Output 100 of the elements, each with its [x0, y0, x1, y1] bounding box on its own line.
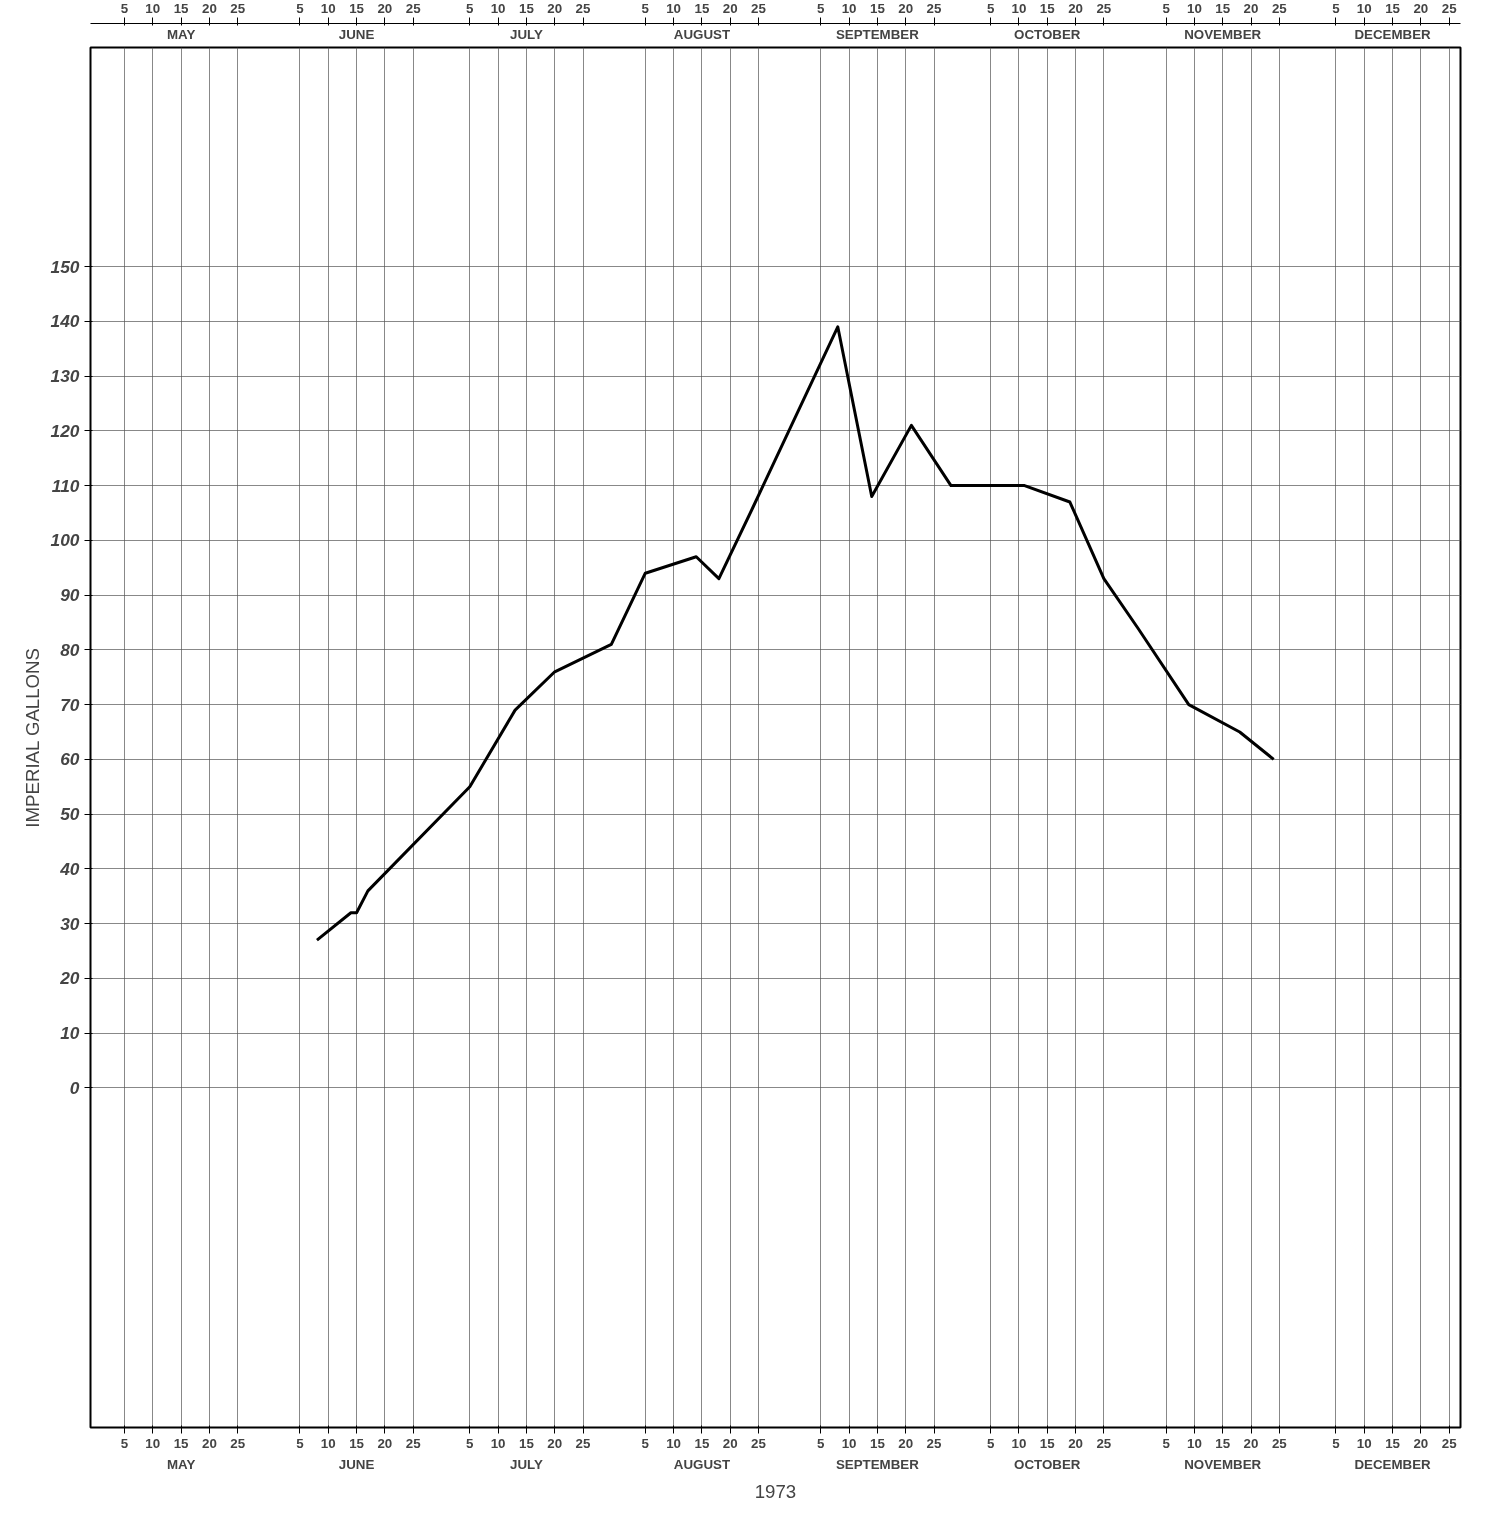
x-tick-label: 25: [1441, 1435, 1458, 1451]
y-tick-label: 120: [50, 420, 80, 441]
x2-tick-label: 25: [405, 0, 422, 16]
x-tick-label: 20: [1413, 1435, 1429, 1451]
y-tick-label: 80: [60, 639, 80, 660]
x-tick-label: 10: [320, 1435, 336, 1451]
x2-tick-label: 20: [377, 0, 393, 16]
x2-tick-label: 5: [120, 0, 129, 16]
x-tick-label: 15: [1385, 1435, 1401, 1451]
x-tick-label: 15: [1039, 1435, 1056, 1451]
x-tick-label: 5: [466, 1435, 475, 1451]
y-tick-label: 50: [60, 804, 80, 825]
x2-tick-label: 25: [230, 0, 246, 16]
line-series: [315, 325, 1276, 942]
x-tick-label: 5: [1162, 1435, 1171, 1451]
x2-tick-label: 15: [1215, 0, 1231, 16]
x2-tick-label: 10: [1356, 0, 1372, 16]
x2-tick-label: 5: [1332, 0, 1341, 16]
y-tick-label: 0: [69, 1077, 80, 1098]
x-tick-label: 15: [349, 1435, 365, 1451]
x-tick-label: 15: [173, 1435, 190, 1451]
x-tick-label: 10: [1356, 1435, 1372, 1451]
text: AUGUST: [673, 26, 731, 42]
x2-tick-label: 25: [926, 0, 943, 16]
x-tick-label: 10: [145, 1435, 161, 1451]
y-tick-label: 70: [60, 694, 80, 715]
y-axis-title: IMPERIAL GALLONS: [21, 647, 43, 828]
x2-tick-label: 10: [490, 0, 506, 16]
x2-tick-label: 25: [1271, 0, 1288, 16]
text: JULY: [509, 26, 543, 42]
x-tick-label: 25: [405, 1435, 422, 1451]
x2-tick-label: 15: [869, 0, 886, 16]
x2-tick-label: 20: [898, 0, 914, 16]
text: JULY: [509, 1456, 543, 1472]
x-tick-label: 25: [751, 1435, 767, 1451]
x-tick-label: 5: [120, 1435, 129, 1451]
x2-tick-label: 5: [466, 0, 475, 16]
y-tick-label: 130: [50, 366, 80, 387]
x-tick-label: 15: [694, 1435, 710, 1451]
x-tick-label: 10: [1187, 1435, 1202, 1451]
x2-tick-label: 15: [694, 0, 710, 16]
text: JUNE: [338, 1456, 375, 1472]
text: OCTOBER: [1014, 26, 1081, 42]
x-tick-label: 20: [547, 1435, 563, 1451]
x2-tick-label: 20: [547, 0, 563, 16]
x-tick-label: 20: [722, 1435, 738, 1451]
y-tick-label: 20: [59, 968, 80, 989]
text: DECEMBER: [1354, 26, 1432, 42]
x-tick-label: 20: [377, 1435, 393, 1451]
x2-tick-label: 10: [841, 0, 857, 16]
x-tick-label: 15: [869, 1435, 886, 1451]
x-tick-label: 10: [1011, 1435, 1027, 1451]
x2-tick-label: 25: [575, 0, 592, 16]
x2-tick-label: 20: [1413, 0, 1429, 16]
x2-tick-label: 5: [1162, 0, 1171, 16]
x2-tick-label: 10: [1011, 0, 1027, 16]
x-tick-label: 10: [841, 1435, 857, 1451]
y-tick-label: 140: [50, 311, 80, 332]
y-tick-label: 10: [60, 1023, 80, 1044]
x-tick-label: 10: [490, 1435, 506, 1451]
x-tick-label: 5: [817, 1435, 826, 1451]
x-tick-label: 15: [1215, 1435, 1231, 1451]
y-tick-label: 60: [60, 749, 80, 770]
x-tick-label: 10: [666, 1435, 682, 1451]
x2-tick-label: 20: [201, 0, 217, 16]
text: OCTOBER: [1014, 1456, 1081, 1472]
text: NOVEMBER: [1184, 1456, 1262, 1472]
y-tick-label: 90: [60, 585, 80, 606]
x-tick-label: 5: [296, 1435, 305, 1451]
y-tick-label: 40: [59, 858, 80, 879]
text: JUNE: [338, 26, 375, 42]
x2-tick-label: 25: [1096, 0, 1112, 16]
x-tick-label: 25: [926, 1435, 943, 1451]
y-tick-label: 110: [51, 475, 80, 496]
x-tick-label: 20: [898, 1435, 914, 1451]
x2-tick-label: 10: [1187, 0, 1202, 16]
y-tick-label: 150: [50, 256, 80, 277]
x2-tick-label: 15: [1385, 0, 1401, 16]
text: SEPTEMBER: [835, 26, 920, 42]
x2-tick-label: 25: [751, 0, 767, 16]
x-tick-label: 25: [575, 1435, 592, 1451]
x2-tick-label: 10: [666, 0, 682, 16]
x2-tick-label: 15: [349, 0, 365, 16]
text: AUGUST: [673, 1456, 731, 1472]
x-axis-title: 1973: [754, 1480, 797, 1502]
x2-tick-label: 20: [1068, 0, 1083, 16]
text: MAY: [166, 1456, 196, 1472]
x2-tick-label: 15: [1039, 0, 1056, 16]
x2-tick-label: 15: [173, 0, 190, 16]
x2-tick-label: 10: [145, 0, 161, 16]
x2-tick-label: 20: [1243, 0, 1259, 16]
x-tick-label: 20: [201, 1435, 217, 1451]
x-tick-label: 20: [1243, 1435, 1259, 1451]
x-tick-label: 20: [1068, 1435, 1083, 1451]
x-tick-label: 25: [230, 1435, 246, 1451]
x-tick-label: 25: [1271, 1435, 1288, 1451]
y-tick-label: 30: [60, 913, 80, 934]
x-tick-label: 5: [641, 1435, 650, 1451]
x2-tick-label: 15: [519, 0, 535, 16]
x2-tick-label: 5: [296, 0, 305, 16]
